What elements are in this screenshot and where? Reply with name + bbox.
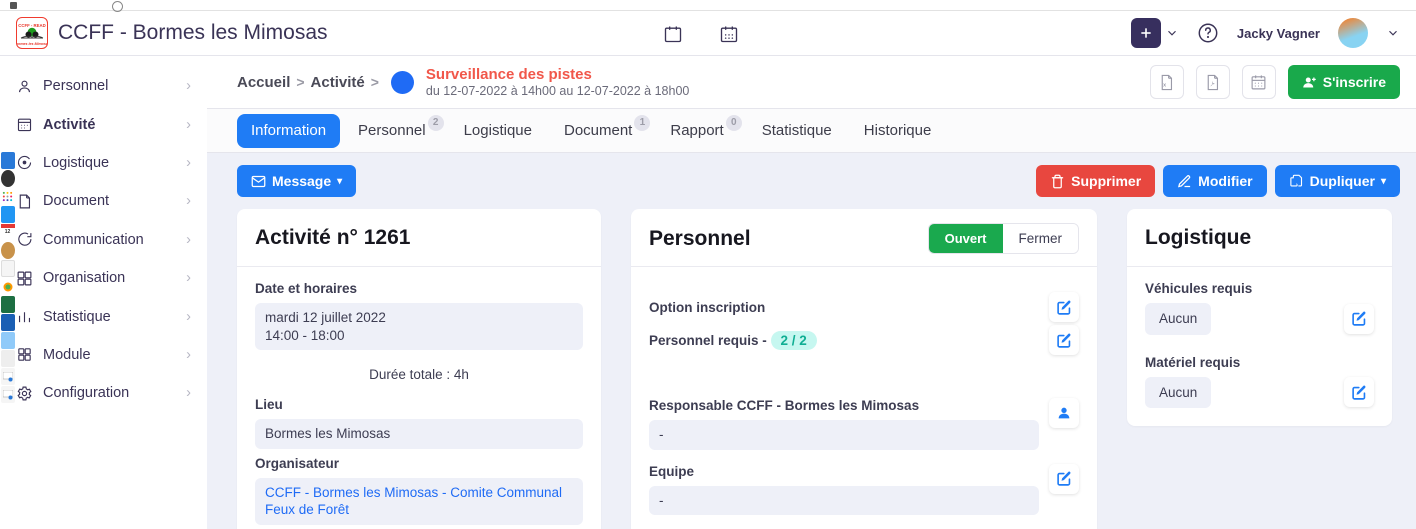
svg-text:Bormes les Mimosas: Bormes les Mimosas: [17, 42, 47, 46]
svg-text:CCFF - READ: CCFF - READ: [18, 23, 45, 28]
svg-text:x: x: [1163, 82, 1166, 88]
